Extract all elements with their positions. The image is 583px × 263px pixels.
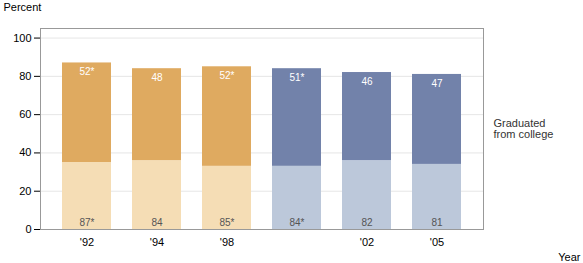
svg-text:52*: 52* [219,70,234,81]
svg-text:84: 84 [151,217,163,228]
svg-text:84*: 84* [289,217,304,228]
svg-text:Year: Year [558,251,581,263]
svg-text:'05: '05 [430,236,444,248]
svg-text:82: 82 [361,217,373,228]
svg-text:'02: '02 [360,236,374,248]
svg-text:60: 60 [19,108,31,120]
svg-text:'92: '92 [80,236,94,248]
svg-text:100: 100 [13,32,31,44]
svg-text:52*: 52* [79,66,94,77]
svg-text:46: 46 [361,76,373,87]
svg-text:0: 0 [25,223,31,235]
svg-text:Percent: Percent [4,1,42,13]
svg-text:87*: 87* [79,217,94,228]
svg-text:Graduatedfrom college: Graduatedfrom college [494,117,554,140]
svg-text:47: 47 [431,78,443,89]
svg-text:80: 80 [19,70,31,82]
svg-text:81: 81 [431,217,443,228]
svg-text:40: 40 [19,146,31,158]
svg-text:20: 20 [19,185,31,197]
svg-text:'98: '98 [220,236,234,248]
svg-text:51*: 51* [289,72,304,83]
svg-text:'94: '94 [150,236,164,248]
svg-text:48: 48 [151,72,163,83]
svg-text:85*: 85* [219,217,234,228]
